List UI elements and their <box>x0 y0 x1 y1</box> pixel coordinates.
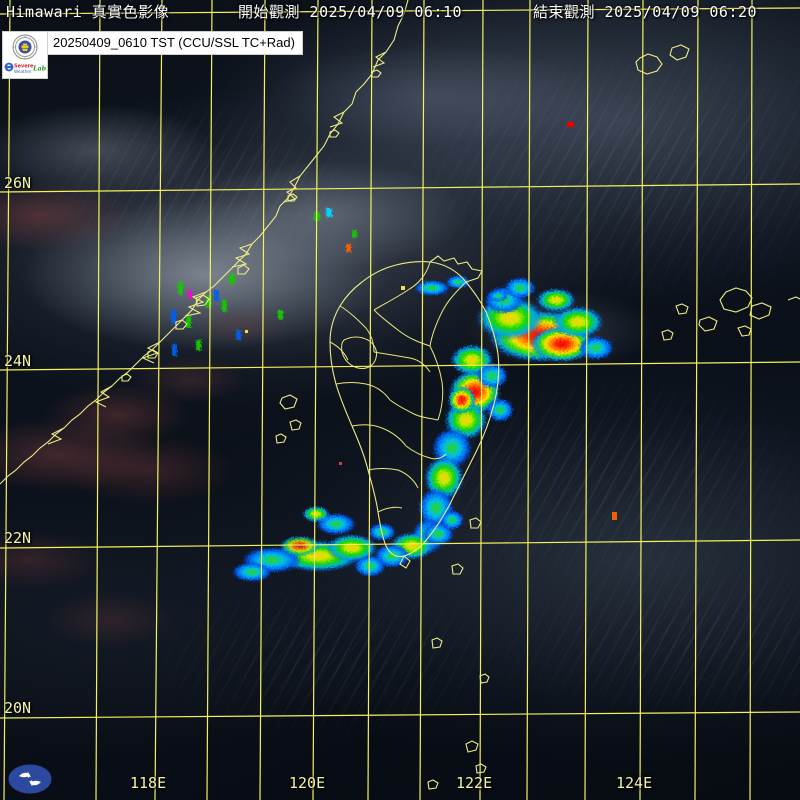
page-title: Himawari 真實色影像 <box>6 3 170 21</box>
observation-end: 結束觀測 2025/04/09 06:20 <box>533 1 757 22</box>
observation-start: 開始觀測 2025/04/09 06:10 <box>238 1 462 22</box>
echo-cluster-northeast <box>476 277 614 362</box>
lat-label-20n: 20N <box>4 699 32 717</box>
observation-start-time: 2025/04/09 06:10 <box>309 3 463 21</box>
severe-weather-lab-icon: Severe Weather Lab <box>4 62 46 74</box>
observation-end-label: 結束觀測 <box>533 3 596 21</box>
echo-scatter-fujian <box>171 208 357 356</box>
longitude-lines <box>3 0 753 800</box>
lon-label-122e: 122E <box>456 774 493 792</box>
lat-label-26n: 26N <box>4 174 32 192</box>
cwa-logo-icon <box>8 764 52 794</box>
lon-label-118e: 118E <box>130 774 167 792</box>
lab-logo-box: Severe Weather Lab <box>2 31 48 79</box>
lab-text-lab: Lab <box>32 64 46 72</box>
lat-label-24n: 24N <box>4 352 32 370</box>
lab-text-weather: Weather <box>14 69 32 74</box>
lon-label-124e: 124E <box>616 774 653 792</box>
image-caption: 20250409_0610 TST (CCU/SSL TC+Rad) <box>46 31 303 55</box>
echo-cluster-east-coast <box>412 344 514 554</box>
echo-marker-isolated <box>567 122 574 127</box>
lat-label-22n: 22N <box>4 529 32 547</box>
observation-start-label: 開始觀測 <box>238 3 301 21</box>
university-seal-icon <box>12 34 38 60</box>
latitude-lines <box>0 7 800 719</box>
observation-end-time: 2025/04/09 06:20 <box>604 3 758 21</box>
echo-marker-isolated-2 <box>612 512 617 520</box>
lab-text-severe: Severe <box>14 64 34 70</box>
echo-cluster-southwest <box>232 506 396 582</box>
lon-label-120e: 120E <box>289 774 326 792</box>
